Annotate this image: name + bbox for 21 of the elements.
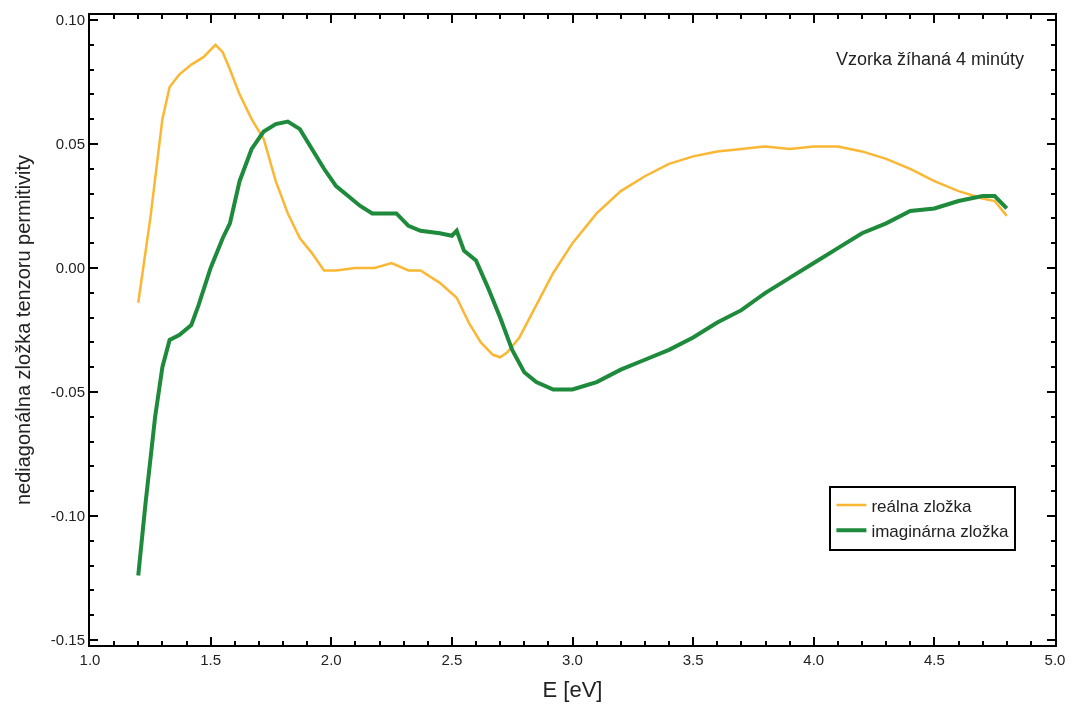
y-tick-label: -0.05 — [50, 383, 85, 401]
annotation: Vzorka žíhaná 4 minúty — [836, 49, 1025, 69]
x-tick-label: 3.0 — [562, 651, 583, 668]
x-tick-label: 1.5 — [200, 651, 222, 668]
y-tick-label: 0.00 — [55, 259, 85, 277]
x-tick-label: 2.0 — [320, 651, 342, 668]
legend-label: imaginárna zložka — [871, 521, 1009, 541]
y-tick-label: 0.10 — [55, 11, 85, 29]
line-series — [136, 119, 1009, 578]
x-tick-label: 4.5 — [923, 651, 945, 668]
legend-label: reálna zložka — [871, 496, 973, 516]
x-tick-label: 5.0 — [1044, 651, 1066, 668]
y-axis-title: nediagonálna zložka tenzoru permitivity — [11, 154, 34, 506]
y-tick-label: -0.15 — [50, 631, 85, 649]
y-tick-label: 0.05 — [55, 135, 85, 153]
x-tick-label: 3.5 — [682, 651, 704, 668]
x-tick-label: 2.5 — [441, 651, 463, 668]
y-tick-label: -0.10 — [50, 507, 85, 525]
x-axis-title: E [eV] — [542, 677, 603, 703]
x-tick-label: 4.0 — [803, 651, 825, 668]
x-tick-label: 1.0 — [79, 651, 101, 668]
